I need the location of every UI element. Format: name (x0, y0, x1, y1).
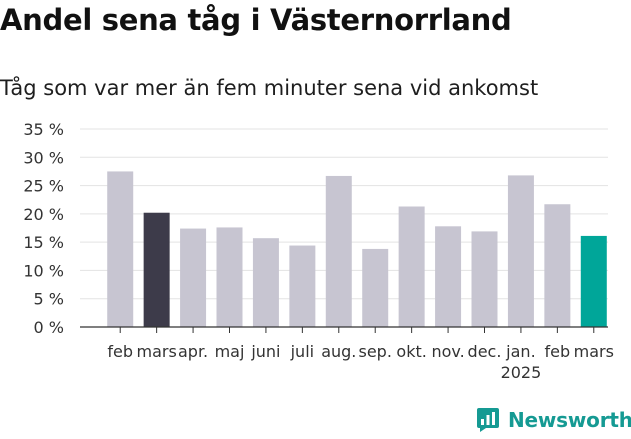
bar (107, 171, 134, 327)
x-tick-label: sep. (359, 342, 392, 361)
x-tick-label: juli (290, 342, 314, 361)
x-tick-label: dec. (468, 342, 502, 361)
x-tick-label: juni (250, 342, 280, 361)
bar-chart: 0 %5 %10 %15 %20 %25 %30 %35 %feb mars apr… (23, 120, 614, 382)
x-tick-label: apr. (178, 342, 208, 361)
brand[interactable]: Newsworthy (476, 407, 631, 433)
bar (252, 238, 279, 327)
x-tick-label: aug. (321, 342, 356, 361)
bar (398, 206, 425, 327)
newsworthy-logo-icon (477, 408, 499, 432)
bar (471, 231, 498, 327)
x-tick-label: jan. (505, 342, 535, 361)
chart-title: Andel sena tåg i Västernorrland (0, 3, 512, 37)
x-tick-label: maj (215, 342, 245, 361)
bar (325, 175, 352, 327)
x-tick-label: mars (574, 342, 614, 361)
bar (216, 227, 243, 327)
y-tick-label: 35 % (23, 120, 64, 139)
x-tick-label: feb (107, 342, 133, 361)
y-tick-label: 10 % (23, 261, 64, 280)
y-tick-label: 25 % (23, 177, 64, 196)
x-tick-label: mars (136, 342, 176, 361)
y-tick-label: 15 % (23, 233, 64, 252)
bar (362, 248, 389, 327)
bar (180, 228, 207, 327)
bar (289, 245, 316, 327)
bar (507, 175, 534, 327)
x-tick-label: okt. (396, 342, 426, 361)
y-tick-label: 0 % (34, 318, 64, 337)
x-tick-label: nov. (431, 342, 464, 361)
y-tick-label: 30 % (23, 148, 64, 167)
x-tick-label: feb (545, 342, 571, 361)
x-year-label: 2025 (501, 363, 542, 382)
y-tick-label: 5 % (34, 290, 64, 309)
bar (435, 226, 462, 327)
bar (544, 204, 571, 327)
bar (580, 235, 607, 327)
chart-subtitle: Tåg som var mer än fem minuter sena vid … (0, 76, 539, 100)
brand-name: Newsworthy (508, 408, 631, 432)
bar (143, 212, 170, 327)
y-tick-label: 20 % (23, 205, 64, 224)
